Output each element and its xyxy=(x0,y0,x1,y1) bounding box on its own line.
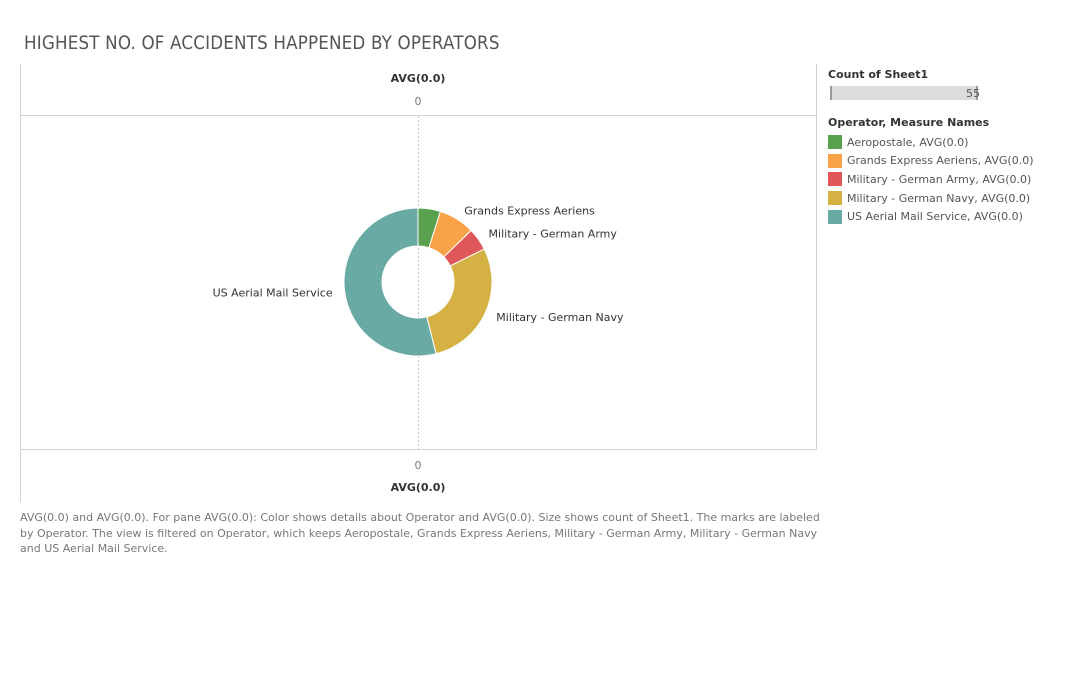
legend-item-military-german-army[interactable]: Military - German Army, AVG(0.0) xyxy=(828,170,1068,189)
slice-label: US Aerial Mail Service xyxy=(213,286,333,299)
size-legend[interactable]: 55 xyxy=(828,84,980,102)
bottom-axis-tick: 0 xyxy=(415,459,422,472)
size-legend-bar xyxy=(830,86,978,100)
chart-caption: AVG(0.0) and AVG(0.0). For pane AVG(0.0)… xyxy=(20,511,820,555)
legend-panel: Count of Sheet1 55 Operator, Measure Nam… xyxy=(828,68,1068,226)
color-legend-title: Operator, Measure Names xyxy=(828,116,990,129)
donut-chart[interactable]: AVG(0.0) 0 0 AVG(0.0) Grands Express Aer… xyxy=(0,0,820,505)
legend-label: Military - German Navy, AVG(0.0) xyxy=(847,191,1031,205)
pane-borders xyxy=(20,64,817,502)
legend-label: Military - German Army, AVG(0.0) xyxy=(847,172,1032,186)
legend-item-grands-express-aeriens[interactable]: Grands Express Aeriens, AVG(0.0) xyxy=(828,152,1068,171)
chart-area[interactable]: AVG(0.0) 0 0 AVG(0.0) Grands Express Aer… xyxy=(0,0,820,505)
slice-us-aerial-mail-service[interactable] xyxy=(343,207,437,357)
top-axis-title: AVG(0.0) xyxy=(391,72,446,85)
legend-item-aeropostale[interactable]: Aeropostale, AVG(0.0) xyxy=(828,133,1068,152)
size-legend-title: Count of Sheet1 xyxy=(828,68,929,81)
legend-item-military-german-navy[interactable]: Military - German Navy, AVG(0.0) xyxy=(828,189,1068,208)
slice-label: Military - German Army xyxy=(489,227,618,240)
legend-swatch xyxy=(828,172,842,187)
legend-swatch xyxy=(828,209,842,224)
donut-slice-labels: Grands Express Aeriens Military - German … xyxy=(213,205,624,325)
color-legend: Aeropostale, AVG(0.0) Grands Express Aer… xyxy=(828,133,1068,226)
chart-title: HIGHEST NO. OF ACCIDENTS HAPPENED BY OPE… xyxy=(24,32,500,54)
legend-label: Grands Express Aeriens, AVG(0.0) xyxy=(847,154,1034,168)
top-axis-tick: 0 xyxy=(415,95,422,108)
donut-slices[interactable] xyxy=(343,207,493,357)
size-legend-max: 55 xyxy=(966,87,980,100)
legend-swatch xyxy=(828,153,842,168)
bottom-axis-title: AVG(0.0) xyxy=(391,481,446,494)
slice-military-german-navy[interactable] xyxy=(426,248,493,355)
legend-item-us-aerial-mail-service[interactable]: US Aerial Mail Service, AVG(0.0) xyxy=(828,207,1068,226)
slice-label: Grands Express Aeriens xyxy=(464,205,595,218)
slice-label: Military - German Navy xyxy=(496,311,624,324)
legend-swatch xyxy=(828,135,842,150)
legend-label: Aeropostale, AVG(0.0) xyxy=(847,135,969,149)
legend-swatch xyxy=(828,191,842,206)
legend-label: US Aerial Mail Service, AVG(0.0) xyxy=(847,210,1023,224)
